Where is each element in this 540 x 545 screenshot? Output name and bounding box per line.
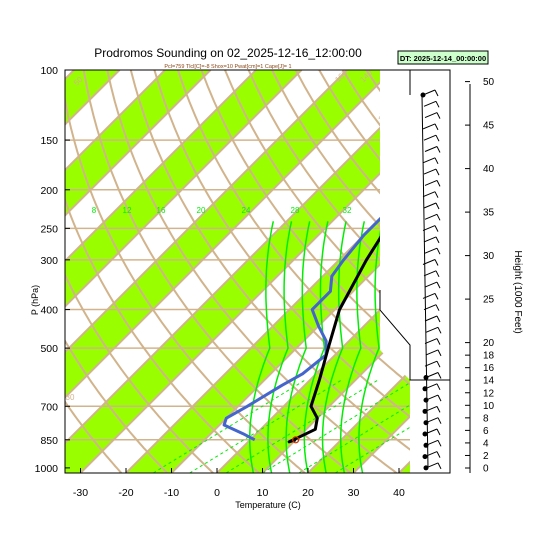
wind-dot xyxy=(424,398,429,403)
dry-adiabat xyxy=(461,70,540,473)
height-tick-label: 0 xyxy=(483,464,489,475)
pressure-tick-label: 850 xyxy=(40,435,58,447)
moist-band xyxy=(0,70,29,473)
temperature-tick-label: -10 xyxy=(164,487,179,499)
temperature-tick-label: 30 xyxy=(348,487,360,499)
wind-dot xyxy=(424,375,429,380)
height-tick-label: 6 xyxy=(483,426,489,437)
y-axis-label: P (hPa) xyxy=(30,285,40,315)
mixing-ratio-label: 24 xyxy=(242,206,251,215)
mixing-ratio-label: 32 xyxy=(343,206,352,215)
temperature-tick-label: 20 xyxy=(302,487,314,499)
height-tick-label: 30 xyxy=(483,251,495,262)
chart-title: Prodromos Sounding on 02_2025-12-16_12:0… xyxy=(94,46,362,60)
pressure-tick-label: 100 xyxy=(40,65,58,77)
temperature-tick-label: -30 xyxy=(73,487,88,499)
height-tick-label: 18 xyxy=(483,351,495,362)
isotherm-line xyxy=(536,70,540,473)
moist-adiabat-label: 30 xyxy=(66,393,75,402)
pressure-tick-label: 250 xyxy=(40,223,58,235)
height-tick-label: 12 xyxy=(483,388,495,399)
temperature-tick-label: -20 xyxy=(118,487,133,499)
chart-subtitle: Pcl=759 Tlcl[C]=-8 Shox=10 Pwat[cm]=1 Ca… xyxy=(164,64,291,70)
dt-label-box: DT: 2025-12-14_00:00:00 xyxy=(398,51,488,64)
isotherm-line xyxy=(0,70,74,473)
height-tick-label: 4 xyxy=(483,438,489,449)
x-axis-label: Temperature (C) xyxy=(235,500,301,510)
pressure-tick-label: 700 xyxy=(40,401,58,413)
wind-dot xyxy=(423,432,428,437)
pressure-tick-label: 1000 xyxy=(35,463,59,475)
dt-label: DT: 2025-12-14_00:00:00 xyxy=(400,54,486,63)
wind-dot xyxy=(423,386,428,391)
wind-dot xyxy=(423,409,428,414)
temperature-tick-label: 10 xyxy=(257,487,269,499)
pressure-tick-label: 150 xyxy=(40,135,58,147)
mixing-ratio-label: 20 xyxy=(197,206,206,215)
wind-dot xyxy=(423,454,428,459)
pressure-tick-label: 300 xyxy=(40,255,58,267)
wind-dot xyxy=(424,443,429,448)
height-tick-label: 45 xyxy=(483,121,495,132)
pressure-tick-label: 200 xyxy=(40,185,58,197)
mixing-ratio-label: 16 xyxy=(157,206,166,215)
plot-area xyxy=(0,70,540,473)
height-tick-label: 40 xyxy=(483,164,495,175)
height-tick-label: 50 xyxy=(483,77,495,88)
height-tick-label: 16 xyxy=(483,363,495,374)
wind-dot xyxy=(424,465,429,470)
mixing-ratio-label: 28 xyxy=(291,206,300,215)
height-tick-label: 2 xyxy=(483,451,489,462)
height-tick-label: 25 xyxy=(483,295,495,306)
height-tick-label: 14 xyxy=(483,376,495,387)
height-tick-label: 35 xyxy=(483,208,495,219)
mixing-ratio-label: 12 xyxy=(123,206,132,215)
height-tick-label: 20 xyxy=(483,338,495,349)
temperature-tick-label: 40 xyxy=(393,487,405,499)
wind-dot xyxy=(424,420,429,425)
wind-dot xyxy=(421,93,426,98)
mixing-ratio-label: 8 xyxy=(92,206,97,215)
pressure-tick-label: 400 xyxy=(40,305,58,317)
pressure-tick-label: 500 xyxy=(40,343,58,355)
temperature-tick-label: 0 xyxy=(214,487,220,499)
height-tick-label: 8 xyxy=(483,413,489,424)
height-axis-label: Height (1000 Feet) xyxy=(512,250,523,333)
isotherm-line xyxy=(0,70,29,473)
height-tick-label: 10 xyxy=(483,401,495,412)
